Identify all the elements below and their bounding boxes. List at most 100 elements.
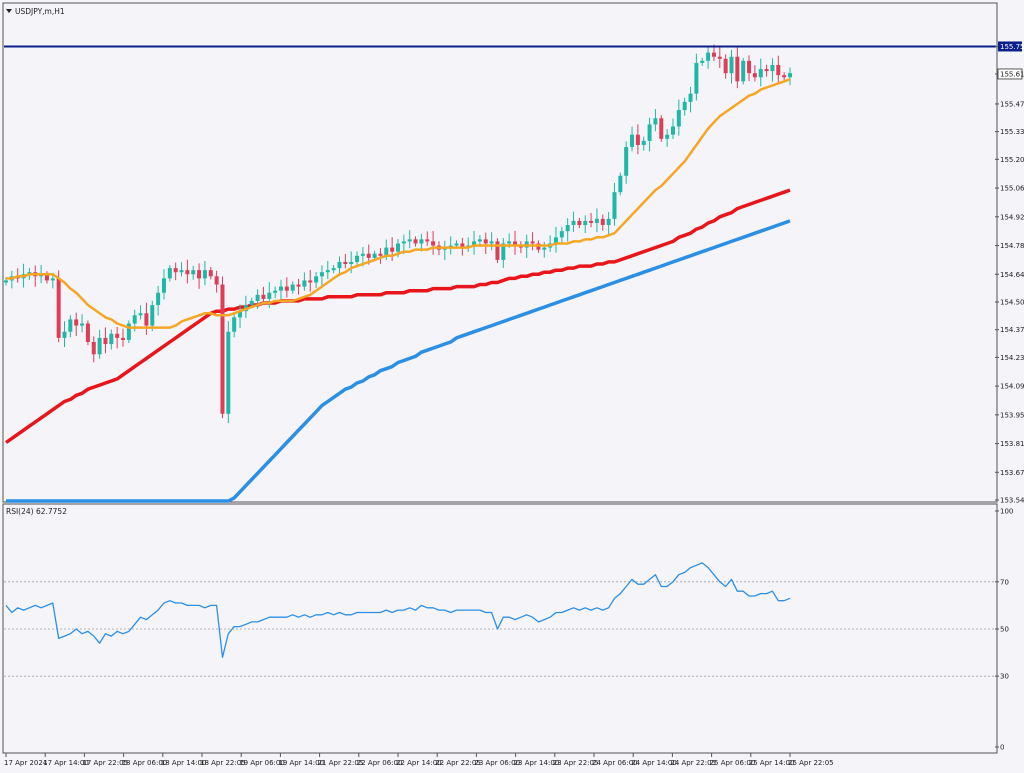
- candle-body: [553, 237, 558, 244]
- candle-body: [670, 126, 675, 135]
- candle-body: [624, 147, 629, 176]
- candle-body: [144, 313, 149, 326]
- candle-body: [302, 280, 307, 287]
- time-tick-label: 22 Apr 14:00: [396, 759, 442, 767]
- candle-body: [261, 294, 266, 299]
- price-tick-label: 155.200: [1000, 156, 1024, 164]
- candle-body: [4, 280, 8, 283]
- time-tick-label: 22 Apr 22:05: [435, 759, 481, 767]
- candle-body: [255, 294, 260, 301]
- candle-body: [776, 64, 781, 76]
- time-tick-label: 25 Apr 14:00: [749, 759, 795, 767]
- candle-body: [513, 241, 518, 246]
- candle-body: [115, 333, 120, 338]
- candle-body: [290, 284, 295, 291]
- candle-body: [641, 140, 646, 145]
- candle-body: [314, 276, 319, 283]
- candle-body: [665, 134, 670, 139]
- candle-body: [542, 247, 547, 250]
- time-tick-label: 23 Apr 06:00: [474, 759, 520, 767]
- candle-body: [507, 241, 512, 244]
- rsi-tick-label: 30: [1000, 673, 1009, 681]
- ma-short-group: [6, 78, 791, 329]
- candle-body: [220, 284, 225, 414]
- price-tick-label: 154.095: [1000, 383, 1024, 391]
- candle-body: [741, 60, 746, 82]
- candle-body: [355, 255, 360, 262]
- candle-body: [56, 278, 61, 338]
- price-tick-label: 154.640: [1000, 271, 1024, 279]
- candle-body: [390, 247, 395, 252]
- price-tick-label: 153.675: [1000, 469, 1024, 477]
- candle-body: [454, 243, 459, 246]
- candle-body: [782, 75, 787, 78]
- time-tick-label: 24 Apr 06:00: [592, 759, 638, 767]
- candle-body: [284, 286, 289, 291]
- candle-body: [121, 337, 126, 340]
- rsi-title: RSI(24) 62.7752: [6, 507, 67, 516]
- candle-body: [723, 58, 728, 74]
- candle-body: [296, 284, 301, 287]
- candle-body: [401, 241, 406, 244]
- candle-body: [483, 239, 488, 244]
- time-tick-label: 24 Apr 22:05: [670, 759, 716, 767]
- candle-body: [407, 239, 412, 242]
- candle-body: [630, 134, 635, 148]
- candle-body: [583, 220, 588, 226]
- ma-long-line: [6, 219, 791, 503]
- ma-short-line: [6, 78, 791, 329]
- candle-body: [600, 218, 605, 226]
- candle-body: [249, 300, 254, 306]
- time-tick-label: 17 Apr 2024: [4, 759, 48, 767]
- candle-body: [366, 253, 371, 258]
- candle-body: [273, 290, 278, 293]
- candle-body: [267, 292, 272, 299]
- price-tick-label: 154.505: [1000, 298, 1024, 306]
- candle-body: [764, 69, 769, 72]
- candle-body: [413, 239, 418, 244]
- time-tick-label: 23 Apr 14:00: [514, 759, 560, 767]
- candle-body: [185, 270, 190, 275]
- candle-body: [729, 56, 734, 74]
- candle-body: [688, 93, 693, 102]
- ma-mid-group: [5, 188, 791, 444]
- time-tick-label: 22 Apr 06:00: [357, 759, 403, 767]
- price-tick-label: 155.060: [1000, 185, 1024, 193]
- candle-body: [752, 73, 757, 78]
- price-tick-label: 153.815: [1000, 440, 1024, 448]
- candle-body: [161, 278, 166, 293]
- price-tick-label: 153.955: [1000, 411, 1024, 419]
- time-tick-label: 19 Apr 06:00: [239, 759, 285, 767]
- candle-body: [202, 270, 207, 279]
- candle-body: [559, 231, 564, 238]
- rsi-group: [4, 562, 996, 677]
- candle-body: [565, 225, 570, 232]
- candle-body: [676, 110, 681, 127]
- candle-body: [85, 323, 90, 342]
- time-tick-label: 17 Apr 14:00: [43, 759, 89, 767]
- candle-body: [571, 220, 576, 226]
- candle-body: [226, 331, 231, 414]
- price-tick-label: 153.540: [1000, 497, 1024, 505]
- candle-body: [197, 270, 202, 279]
- candle-body: [618, 175, 623, 193]
- candle-body: [647, 124, 652, 141]
- candle-body: [103, 337, 108, 345]
- dropdown-arrow-icon[interactable]: [6, 9, 12, 13]
- main-pane-border: [2, 2, 998, 503]
- candle-body: [653, 118, 658, 125]
- candles-group: [4, 44, 792, 424]
- candle-body: [700, 60, 705, 63]
- candle-body: [308, 280, 313, 283]
- candle-body: [331, 268, 336, 271]
- level-price-box: [998, 41, 1022, 52]
- candle-body: [501, 243, 506, 260]
- candle-body: [319, 272, 324, 277]
- rsi-tick-label: 100: [1000, 508, 1013, 516]
- ma-long-group: [6, 219, 791, 503]
- candle-body: [278, 286, 283, 291]
- price-tick-label: 155.335: [1000, 128, 1024, 136]
- candle-body: [126, 323, 131, 340]
- candle-body: [612, 192, 617, 219]
